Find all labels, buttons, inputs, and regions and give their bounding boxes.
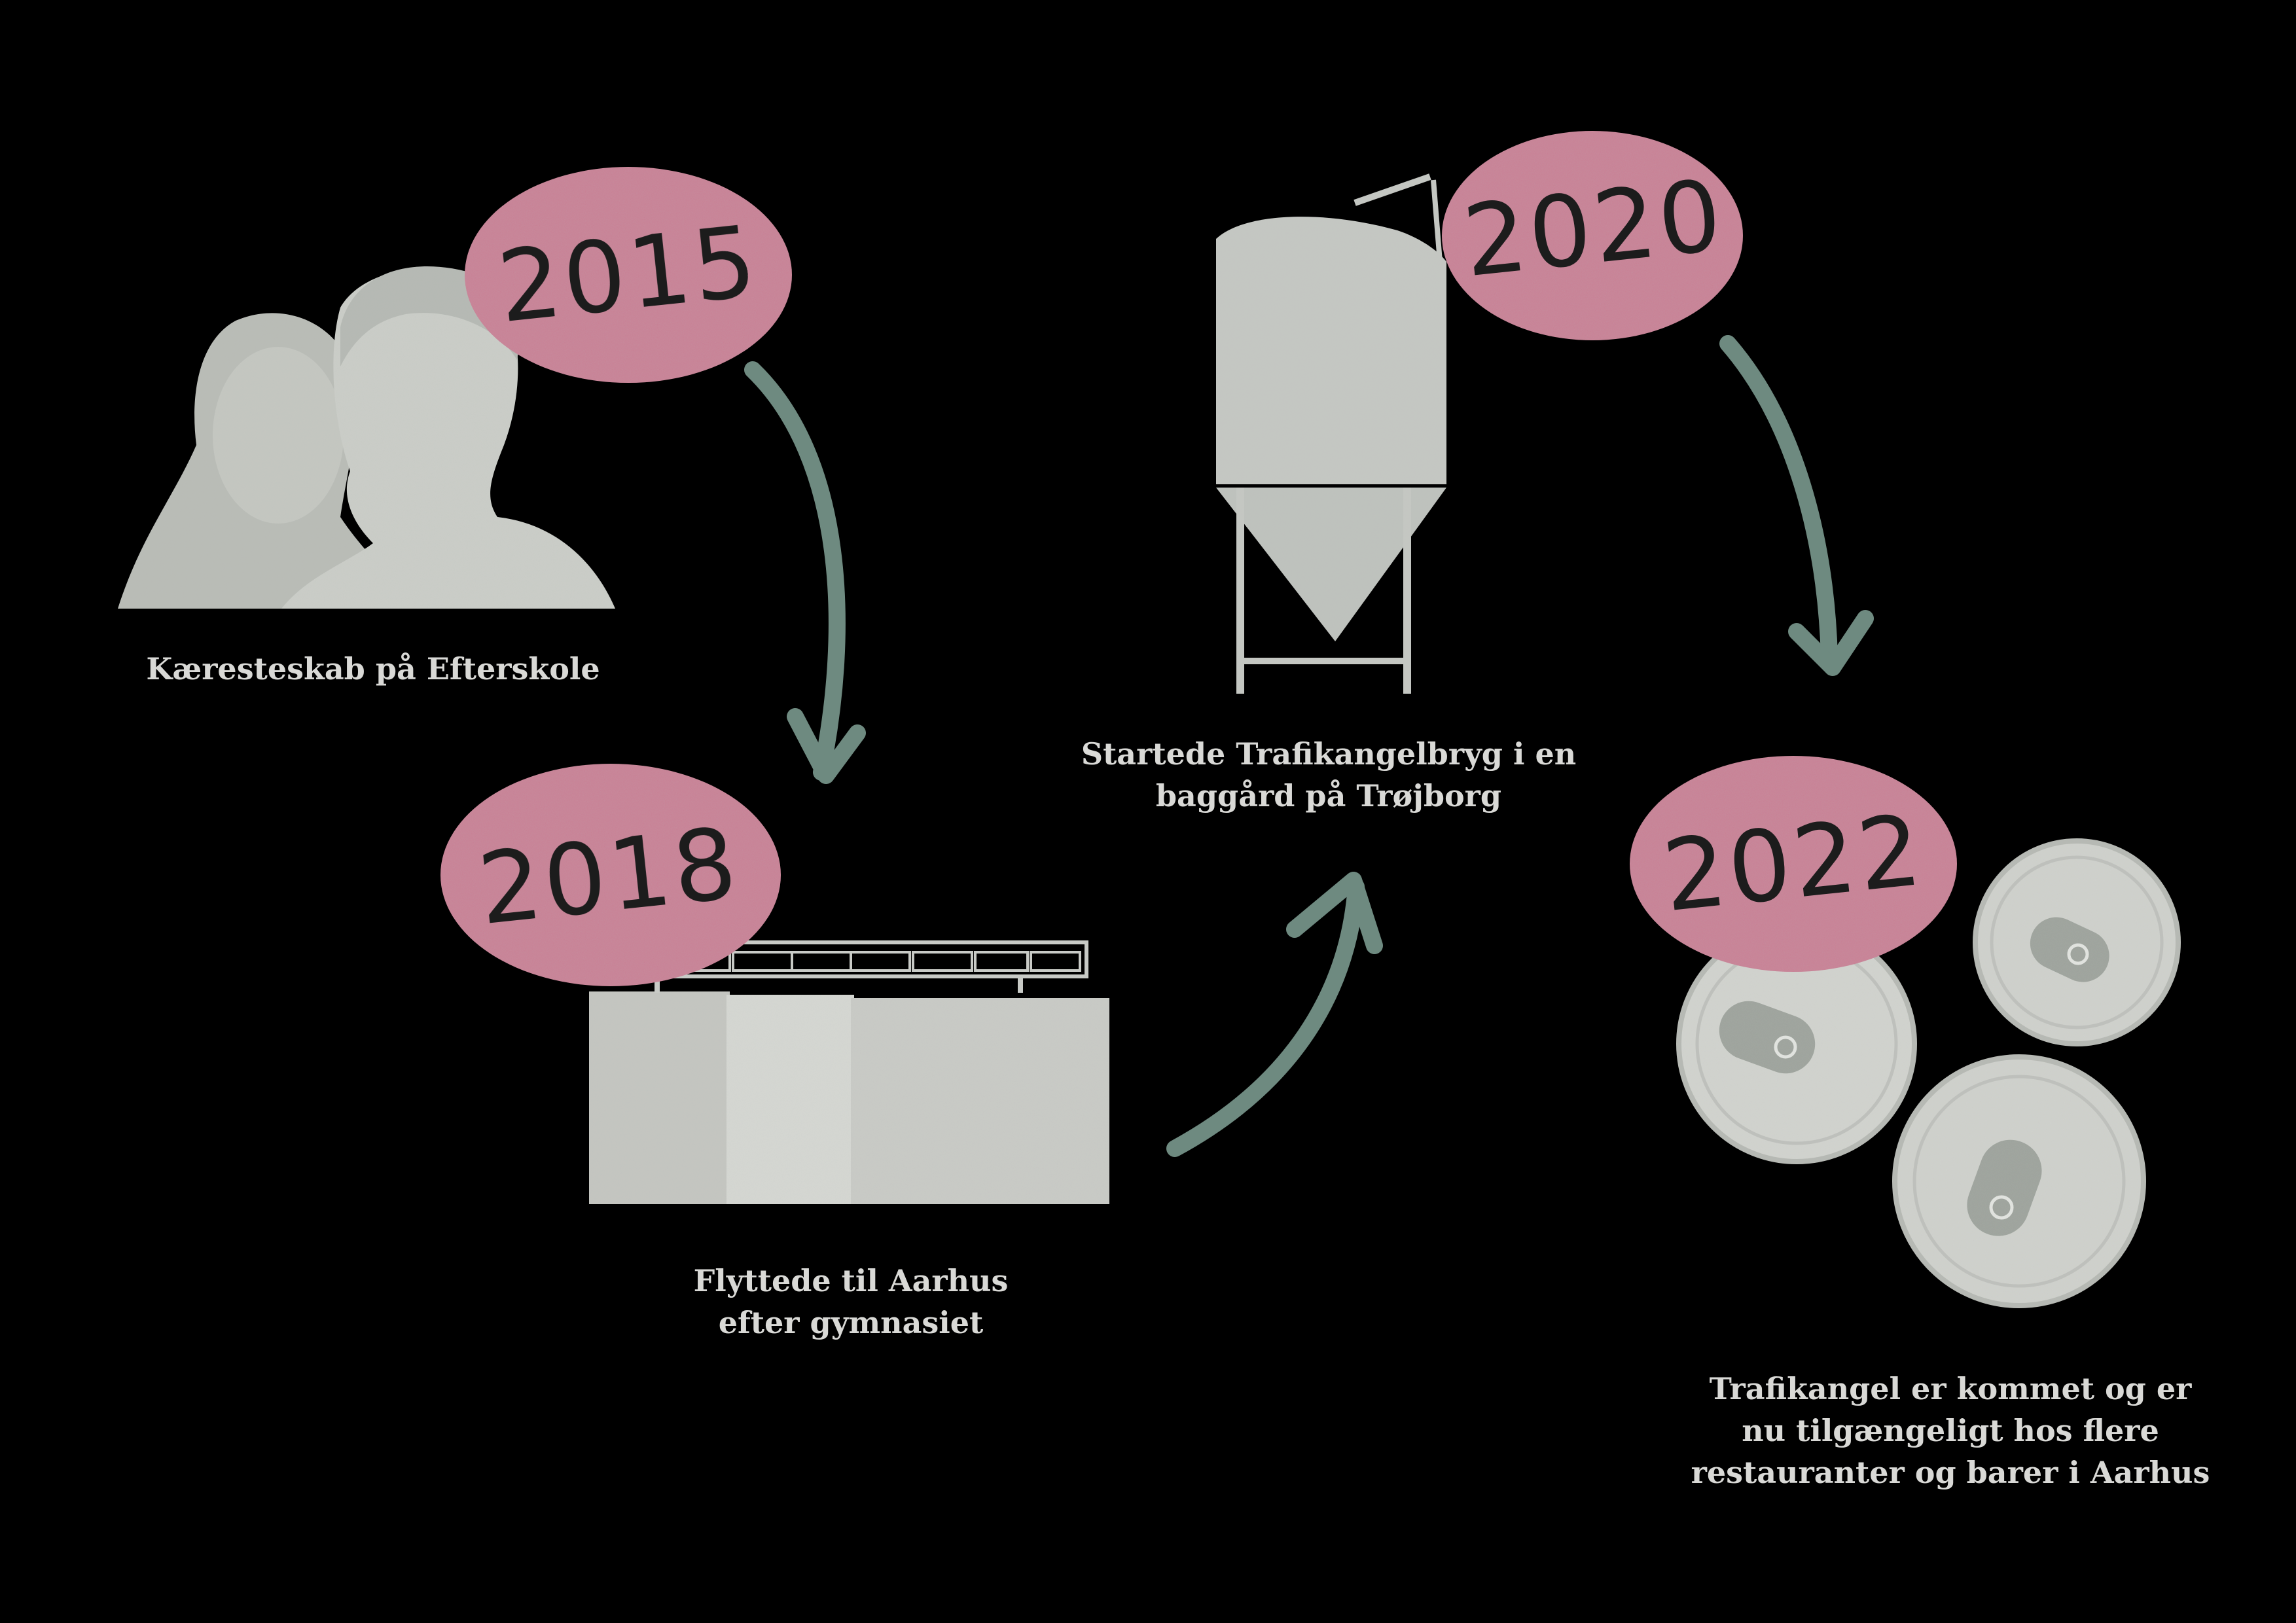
caption-2015: Kæresteskab på Efterskole [79, 648, 668, 690]
year-label-2020: 2020 [1458, 158, 1729, 300]
year-badge-2015 [465, 167, 792, 383]
caption-2022: Trafikangel er kommet og er nu tilgængel… [1656, 1368, 2245, 1493]
curved-arrow-icon [1166, 872, 1383, 1157]
year-label-2022: 2022 [1658, 793, 1929, 935]
building-icon [589, 940, 1109, 1204]
year-label-2018: 2018 [473, 806, 744, 948]
caption-2020: Startede Trafikangelbryg i en baggård på… [1067, 733, 1590, 817]
year-badge-2018 [440, 764, 781, 986]
caption-line: baggård på Trøjborg [1155, 778, 1502, 813]
caption-line: Startede Trafikangelbryg i en [1081, 736, 1577, 772]
caption-line: Trafikangel er kommet og er [1709, 1371, 2192, 1406]
year-badge-2022 [1630, 756, 1957, 972]
caption-line: restauranter og barer i Aarhus [1691, 1455, 2210, 1490]
curved-arrow-icon [744, 361, 866, 784]
curved-arrow-icon [1719, 335, 1874, 676]
beer-cans-icon [1676, 838, 2181, 1308]
year-label-2015: 2015 [493, 204, 764, 346]
caption-line: Kæresteskab på Efterskole [146, 651, 600, 687]
caption-line: nu tilgængeligt hos flere [1742, 1413, 2159, 1448]
year-badge-2020 [1442, 131, 1743, 340]
caption-line: efter gymnasiet [718, 1305, 984, 1340]
caption-line: Flyttede til Aarhus [693, 1263, 1009, 1298]
caption-2018: Flyttede til Aarhus efter gymnasiet [589, 1260, 1113, 1344]
fermenter-tank-icon [1216, 173, 1446, 694]
